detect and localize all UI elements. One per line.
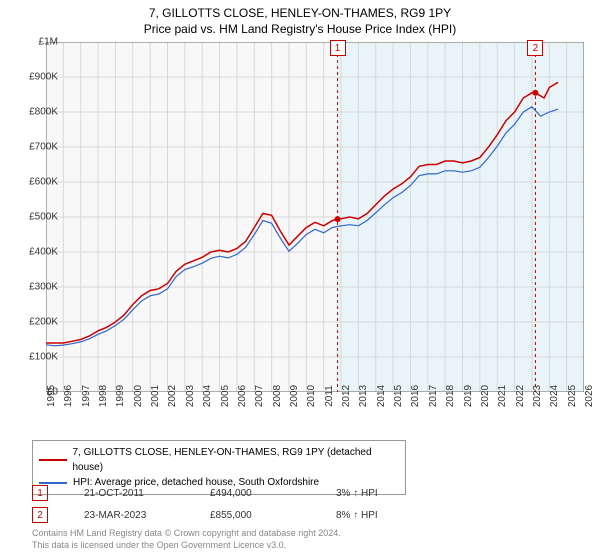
plot-marker-badge: 2 <box>527 40 543 56</box>
marker-change-2: 8% ↑ HPI <box>336 510 426 521</box>
chart-title-line1: 7, GILLOTTS CLOSE, HENLEY-ON-THAMES, RG9… <box>0 0 600 20</box>
x-tick-label: 1999 <box>115 385 126 407</box>
x-tick-label: 2012 <box>341 385 352 407</box>
marker-date-2: 23-MAR-2023 <box>84 510 174 521</box>
marker-row-1: 1 21-OCT-2011 £494,000 3% ↑ HPI <box>32 482 426 504</box>
y-tick-label: £500K <box>29 212 58 223</box>
y-tick-label: £600K <box>29 177 58 188</box>
x-tick-label: 2021 <box>497 385 508 407</box>
x-tick-label: 1998 <box>98 385 109 407</box>
plot-marker-badge: 1 <box>330 40 346 56</box>
x-tick-label: 2020 <box>480 385 491 407</box>
x-tick-label: 2022 <box>515 385 526 407</box>
footnote-line1: Contains HM Land Registry data © Crown c… <box>32 528 341 540</box>
legend-label-property: 7, GILLOTTS CLOSE, HENLEY-ON-THAMES, RG9… <box>73 445 400 475</box>
x-tick-label: 2013 <box>358 385 369 407</box>
x-tick-label: 2023 <box>532 385 543 407</box>
legend-row-property: 7, GILLOTTS CLOSE, HENLEY-ON-THAMES, RG9… <box>39 445 399 475</box>
x-tick-label: 2026 <box>584 385 595 407</box>
x-tick-label: 2002 <box>167 385 178 407</box>
x-tick-label: 2008 <box>272 385 283 407</box>
x-tick-label: 2009 <box>289 385 300 407</box>
x-tick-label: 2010 <box>306 385 317 407</box>
x-tick-label: 2004 <box>202 385 213 407</box>
y-tick-label: £1M <box>39 37 58 48</box>
marker-badge-2: 2 <box>32 507 48 523</box>
marker-price-1: £494,000 <box>210 488 300 499</box>
marker-table: 1 21-OCT-2011 £494,000 3% ↑ HPI 2 23-MAR… <box>32 482 426 526</box>
x-tick-label: 2007 <box>254 385 265 407</box>
y-tick-label: £800K <box>29 107 58 118</box>
x-tick-label: 2011 <box>324 385 335 407</box>
x-tick-label: 1997 <box>81 385 92 407</box>
y-tick-label: £400K <box>29 247 58 258</box>
y-tick-label: £700K <box>29 142 58 153</box>
x-tick-label: 2003 <box>185 385 196 407</box>
x-tick-label: 1995 <box>46 385 57 407</box>
x-tick-label: 2006 <box>237 385 248 407</box>
x-tick-label: 2017 <box>428 385 439 407</box>
x-tick-label: 2014 <box>376 385 387 407</box>
plot-svg <box>46 42 584 392</box>
x-tick-label: 2015 <box>393 385 404 407</box>
legend-swatch-property <box>39 459 67 461</box>
y-tick-label: £300K <box>29 282 58 293</box>
x-tick-label: 2005 <box>220 385 231 407</box>
marker-row-2: 2 23-MAR-2023 £855,000 8% ↑ HPI <box>32 504 426 526</box>
marker-change-1: 3% ↑ HPI <box>336 488 426 499</box>
x-tick-label: 2001 <box>150 385 161 407</box>
x-tick-label: 2019 <box>463 385 474 407</box>
x-tick-label: 2018 <box>445 385 456 407</box>
marker-date-1: 21-OCT-2011 <box>84 488 174 499</box>
x-tick-label: 1996 <box>63 385 74 407</box>
x-tick-label: 2025 <box>567 385 578 407</box>
x-tick-label: 2000 <box>133 385 144 407</box>
footnote-line2: This data is licensed under the Open Gov… <box>32 540 341 552</box>
x-tick-label: 2016 <box>410 385 421 407</box>
chart-container: 7, GILLOTTS CLOSE, HENLEY-ON-THAMES, RG9… <box>0 0 600 560</box>
plot-area <box>46 42 584 392</box>
marker-badge-1: 1 <box>32 485 48 501</box>
y-tick-label: £100K <box>29 352 58 363</box>
y-tick-label: £200K <box>29 317 58 328</box>
marker-price-2: £855,000 <box>210 510 300 521</box>
chart-title-line2: Price paid vs. HM Land Registry's House … <box>0 20 600 40</box>
x-tick-label: 2024 <box>549 385 560 407</box>
y-tick-label: £900K <box>29 72 58 83</box>
footnote: Contains HM Land Registry data © Crown c… <box>32 528 341 551</box>
